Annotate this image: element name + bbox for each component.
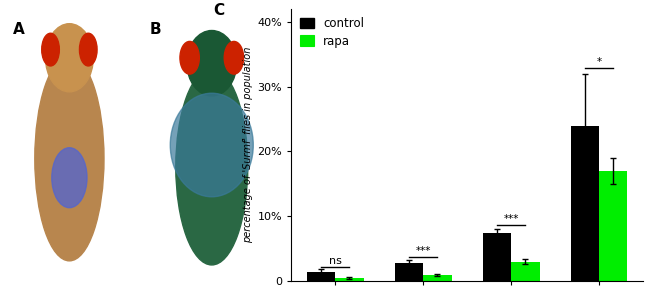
Text: A: A	[13, 22, 25, 37]
Text: B: B	[150, 22, 161, 37]
Bar	[307, 271, 335, 281]
Text: C: C	[214, 3, 225, 18]
Bar	[483, 233, 512, 281]
Y-axis label: percentage of 'Surmf' flies in population: percentage of 'Surmf' flies in populatio…	[243, 47, 254, 243]
Bar	[395, 263, 423, 281]
Ellipse shape	[170, 93, 254, 197]
Ellipse shape	[35, 56, 104, 261]
Bar	[599, 171, 627, 281]
Ellipse shape	[42, 33, 59, 66]
Text: ***: ***	[416, 246, 431, 256]
Ellipse shape	[180, 41, 200, 74]
Ellipse shape	[52, 148, 87, 208]
Bar	[512, 262, 540, 281]
Bar	[571, 126, 599, 281]
Text: *: *	[597, 57, 602, 67]
Bar	[423, 275, 452, 281]
Ellipse shape	[176, 69, 248, 265]
Ellipse shape	[224, 41, 244, 74]
Ellipse shape	[79, 33, 97, 66]
Legend: control, rapa: control, rapa	[297, 14, 367, 50]
Text: ***: ***	[504, 213, 519, 224]
Ellipse shape	[187, 30, 237, 96]
Ellipse shape	[46, 24, 94, 92]
Bar	[335, 278, 363, 281]
Text: ns: ns	[329, 256, 342, 266]
